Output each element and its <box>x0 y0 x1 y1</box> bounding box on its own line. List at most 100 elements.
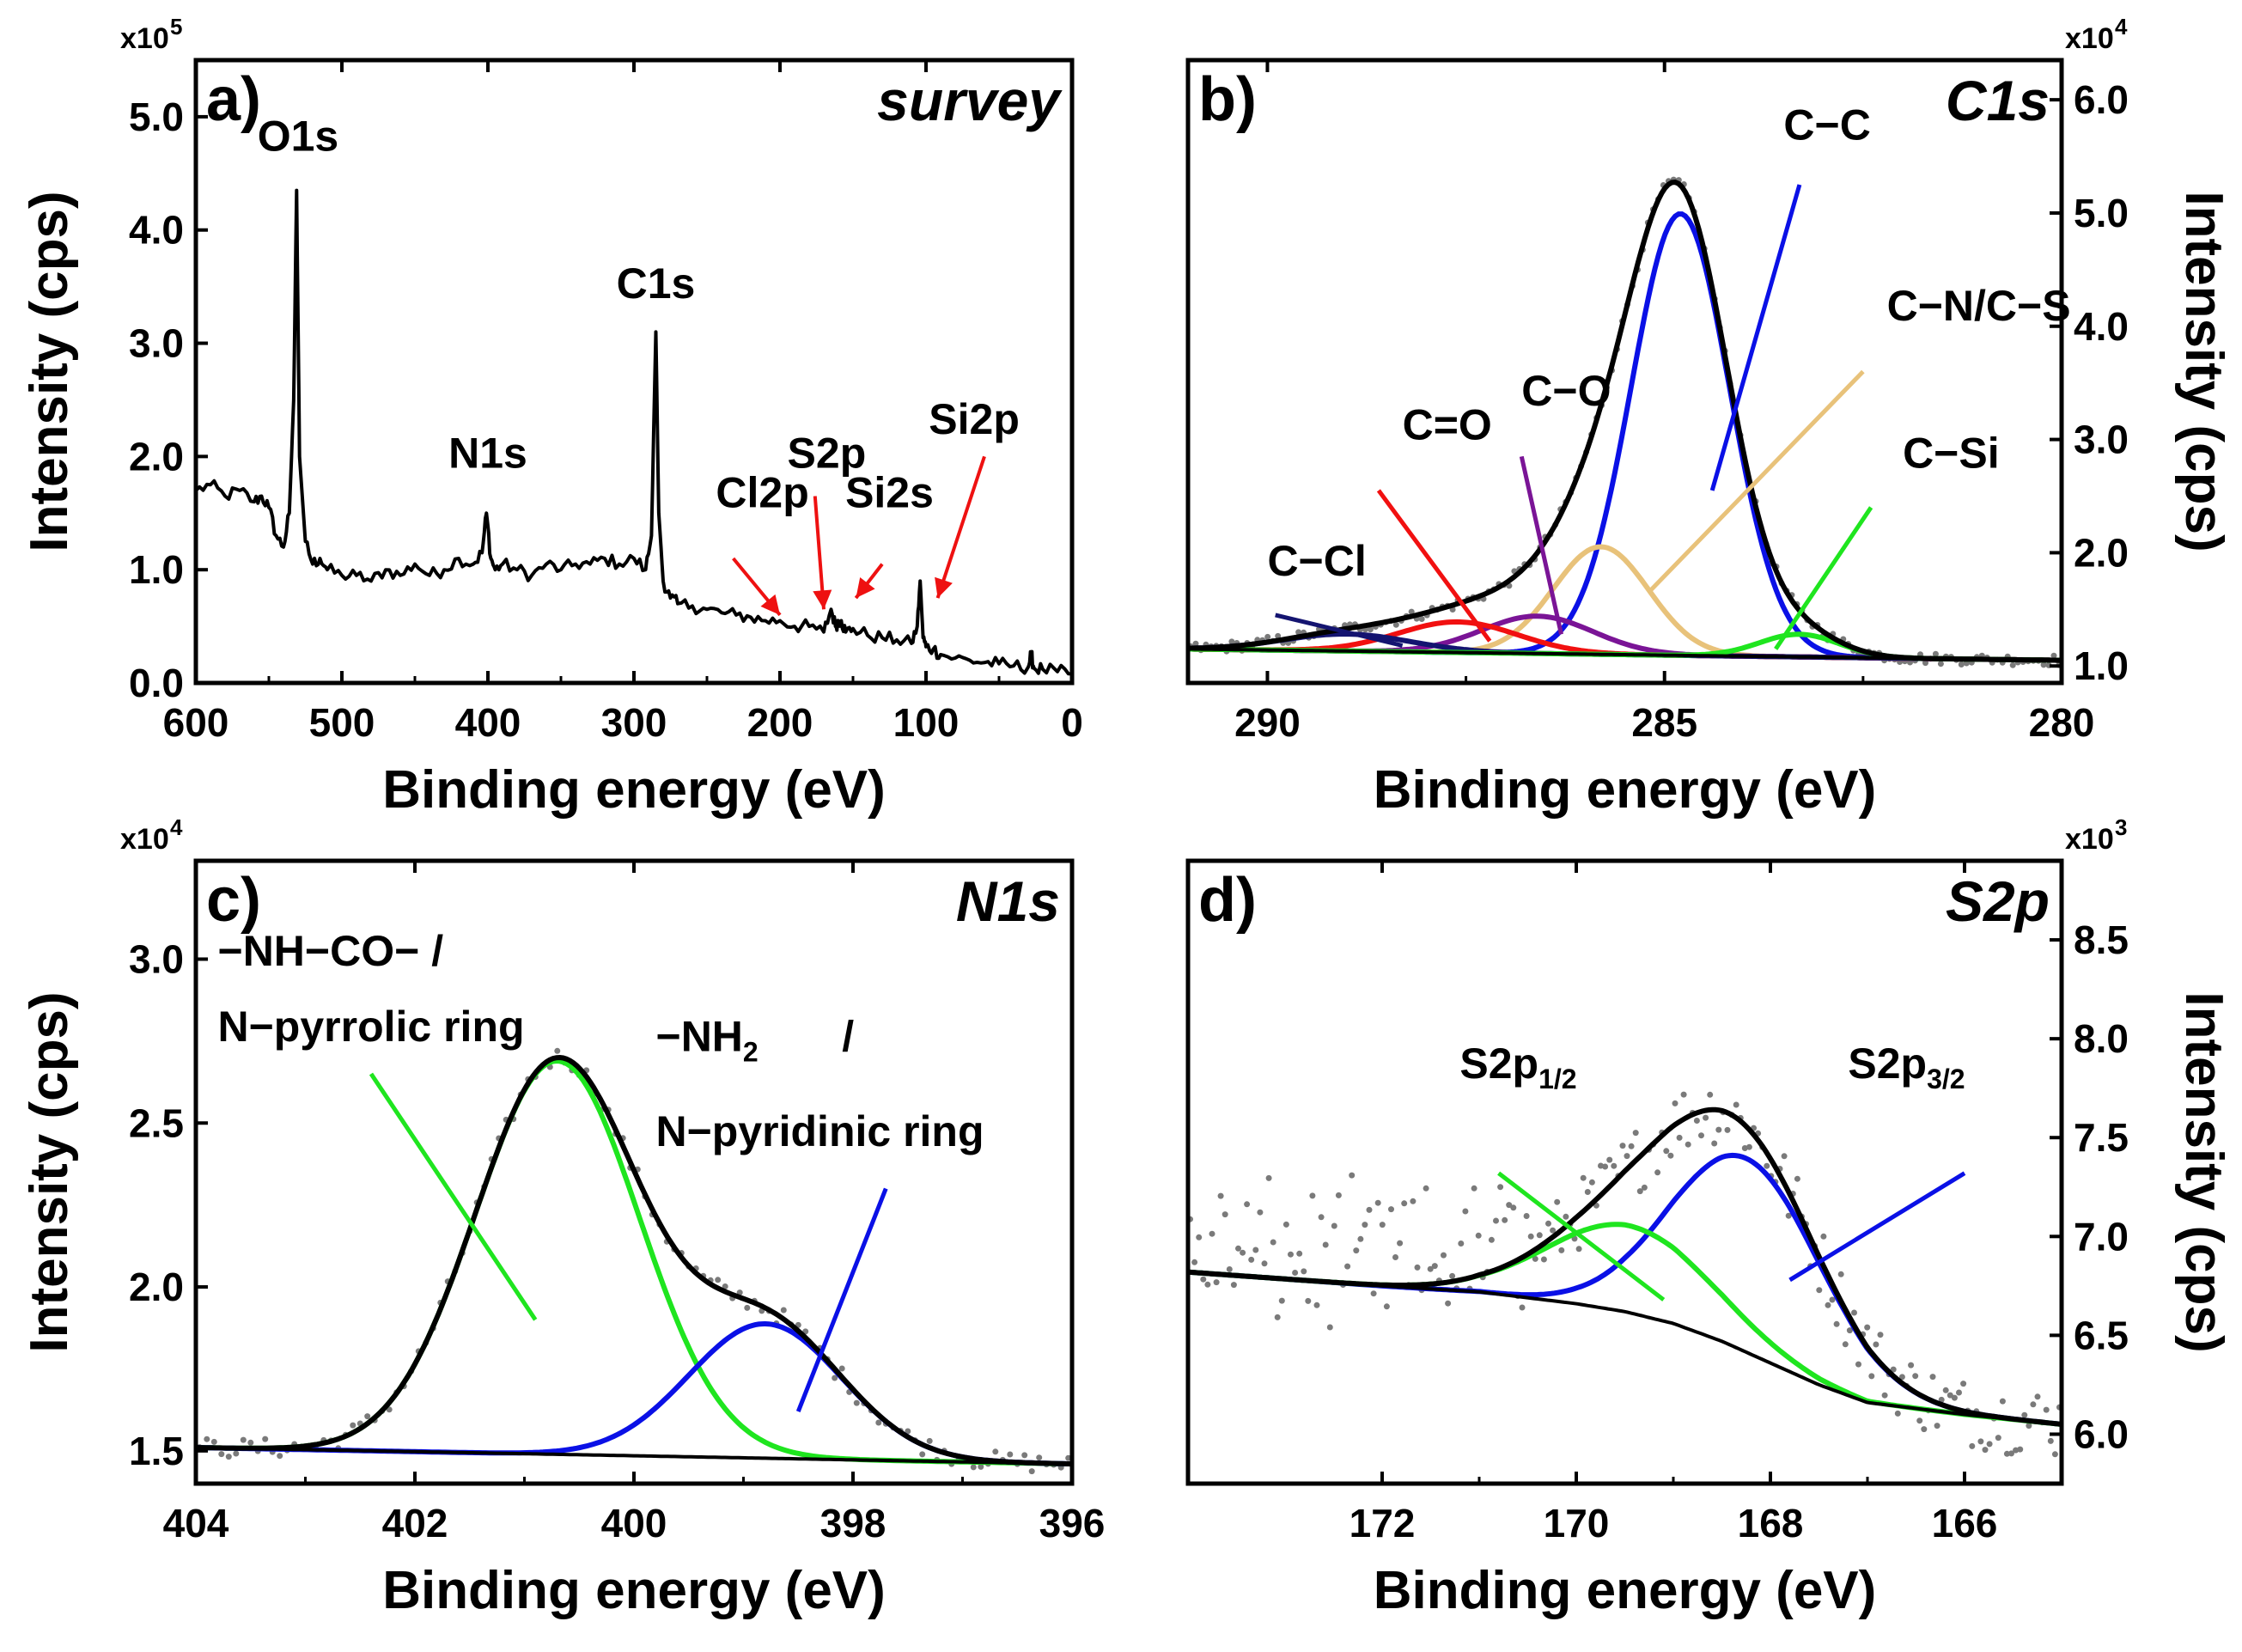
y-tick-label: 1.0 <box>129 547 184 592</box>
data-point <box>1540 1256 1547 1263</box>
peak-label: Cl2p <box>716 469 808 517</box>
x-tick-label: 396 <box>1039 1501 1106 1545</box>
data-point <box>1431 1263 1438 1270</box>
panel-a: 600 500 400 300 200 100 0 0.0 1.0 2.0 3.0 4.0 5.0 x10… <box>20 14 1083 820</box>
data-point <box>1296 1250 1303 1257</box>
plot-frame <box>1185 858 2064 1486</box>
data-point <box>1932 650 1939 657</box>
y-tick-label: 4.0 <box>129 208 184 253</box>
x-axis-label: Binding energy (eV) <box>382 760 886 820</box>
data-point <box>1733 1101 1739 1108</box>
data-point <box>2008 1450 2014 1457</box>
label-subscript: 1/2 <box>1538 1064 1576 1094</box>
peak-label: C1s <box>617 259 696 308</box>
panel-title: C1s <box>1946 69 2050 132</box>
y-tick-label: 3.0 <box>129 936 184 981</box>
y-tick-label: 6.5 <box>2074 1313 2129 1357</box>
panel-title: S2p <box>1946 869 2050 933</box>
panel-title: survey <box>877 69 1063 132</box>
y-tick-label: 7.0 <box>2074 1214 2129 1259</box>
data-point <box>1383 1303 1390 1310</box>
pointer-line-blue <box>795 1187 888 1412</box>
data-point <box>364 1413 371 1420</box>
data-point <box>1956 1389 1962 1396</box>
arrow-head <box>856 577 875 599</box>
y-multiplier-exponent: 5 <box>170 14 182 40</box>
peak-label: S2p <box>788 430 867 478</box>
data-point <box>1313 1301 1320 1308</box>
data-point <box>926 1437 933 1444</box>
pointer-line-red <box>1376 489 1492 643</box>
pointer-line-navy <box>1275 613 1404 648</box>
label-subscript: 2 <box>743 1036 759 1067</box>
data-point <box>1584 1189 1591 1195</box>
data-point <box>1745 1143 1752 1150</box>
data-point <box>1545 1220 1551 1227</box>
data-point <box>1846 1327 1853 1334</box>
data-point <box>905 1428 911 1435</box>
data-point <box>1698 1132 1704 1139</box>
data-point <box>1894 1410 1901 1417</box>
x-tick-label: 166 <box>1932 1501 1998 1545</box>
data-point <box>1912 1373 1919 1380</box>
data-point <box>1065 1454 1072 1461</box>
data-point <box>1820 1233 1827 1240</box>
baseline-curve <box>196 1446 1072 1466</box>
data-point <box>1462 1208 1469 1215</box>
data-point <box>277 1453 283 1460</box>
data-point <box>853 1399 860 1406</box>
data-point <box>1401 1200 1408 1207</box>
data-point <box>1881 1392 1888 1399</box>
data-point <box>1226 1266 1233 1272</box>
data-point <box>1196 1234 1203 1241</box>
data-point <box>992 1448 999 1455</box>
plot-area-a <box>196 188 1072 676</box>
panel-letter: d) <box>1198 866 1257 935</box>
data-point <box>1240 1249 1246 1256</box>
data-point <box>838 1365 845 1372</box>
data-point <box>1471 1185 1477 1192</box>
data-point <box>1488 1236 1495 1243</box>
data-point <box>1636 1188 1643 1195</box>
data-point <box>1995 1435 2001 1442</box>
pointer-line-green <box>369 1072 538 1321</box>
data-point <box>1335 1192 1342 1198</box>
data-point <box>1527 1233 1534 1240</box>
y-multiplier-exponent: 4 <box>170 814 183 840</box>
y-tick-label: 2.0 <box>129 434 184 479</box>
data-point <box>2034 1393 2041 1400</box>
peak-label: Si2s <box>845 469 934 517</box>
data-point <box>1458 1241 1465 1247</box>
data-point <box>1423 1185 1429 1192</box>
data-point <box>2043 1406 2050 1413</box>
data-point <box>1305 1297 1312 1304</box>
data-point <box>1624 1153 1630 1160</box>
y-tick-label: 3.0 <box>2074 418 2129 462</box>
data-point <box>1344 1263 1351 1270</box>
data-point <box>1007 1451 1014 1458</box>
y-axis-label: Intensity (cps) <box>20 191 79 552</box>
data-point <box>204 1436 210 1442</box>
data-point <box>262 1436 269 1442</box>
y-tick-label: 1.0 <box>2074 643 2129 688</box>
data-point <box>1200 1276 1207 1283</box>
data-point <box>970 1464 977 1471</box>
data-point <box>1816 1287 1823 1294</box>
data-point <box>1916 1417 1923 1424</box>
data-point <box>1921 1426 1928 1433</box>
peak-label: −NH−CO− / <box>218 927 444 975</box>
data-point <box>1969 1442 1976 1449</box>
data-point <box>1506 1202 1513 1209</box>
data-point <box>744 1304 751 1311</box>
y-tick-label: 8.0 <box>2074 1016 2129 1061</box>
data-point <box>2003 1450 2010 1457</box>
peak-label: N−pyridinic ring <box>656 1107 984 1155</box>
data-point <box>1890 1366 1897 1373</box>
peak-label: C−Cl <box>1267 537 1366 585</box>
data-point <box>1536 1232 1543 1239</box>
survey-spectrum-line <box>196 188 1072 676</box>
y-tick-label: 2.0 <box>129 1265 184 1309</box>
data-point <box>1392 1254 1398 1260</box>
y-tick-label: 6.0 <box>2074 1411 2129 1456</box>
y-axis-label: Intensity (cps) <box>2174 991 2233 1352</box>
